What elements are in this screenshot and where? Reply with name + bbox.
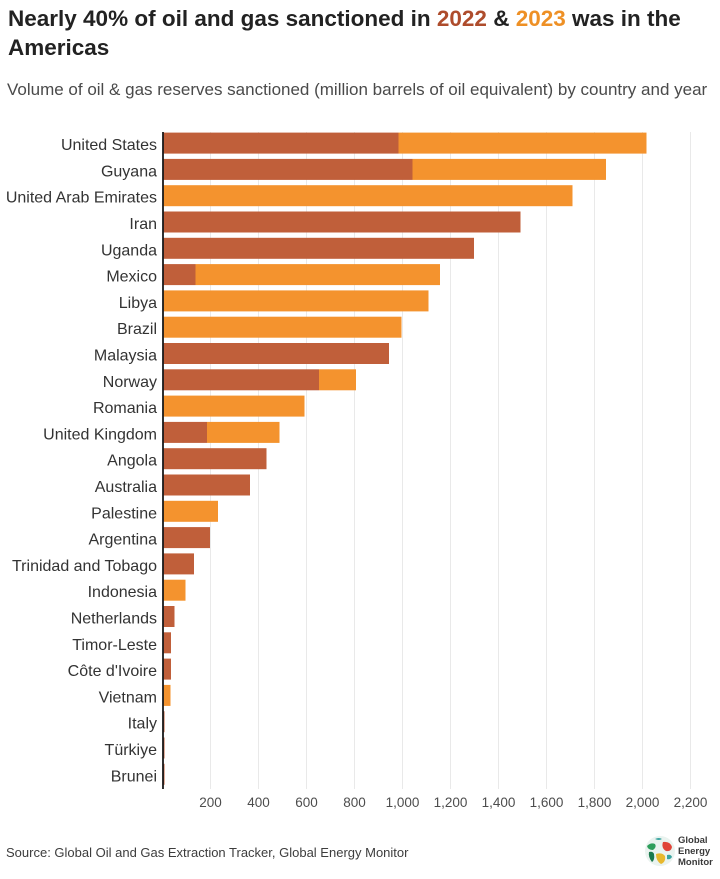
svg-text:Trinidad and Tobago: Trinidad and Tobago (12, 558, 157, 575)
svg-text:1,800: 1,800 (578, 795, 612, 810)
svg-text:400: 400 (247, 795, 270, 810)
svg-text:United Arab Emirates: United Arab Emirates (6, 190, 157, 207)
svg-text:Guyana: Guyana (101, 163, 157, 180)
svg-text:Argentina: Argentina (89, 532, 158, 549)
svg-text:Brunei: Brunei (111, 768, 157, 785)
svg-text:2,000: 2,000 (626, 795, 660, 810)
svg-text:Norway: Norway (103, 374, 157, 391)
svg-text:Italy: Italy (128, 716, 157, 733)
svg-text:Angola: Angola (107, 453, 157, 470)
svg-text:1,000: 1,000 (386, 795, 420, 810)
svg-text:United Kingdom: United Kingdom (43, 426, 157, 443)
svg-text:Mexico: Mexico (106, 269, 157, 286)
svg-text:Côte d'Ivoire: Côte d'Ivoire (68, 663, 157, 680)
svg-text:Uganda: Uganda (101, 242, 157, 259)
svg-text:Timor-Leste: Timor-Leste (72, 637, 157, 654)
svg-text:Malaysia: Malaysia (94, 348, 157, 365)
svg-text:2,200: 2,200 (674, 795, 708, 810)
svg-text:Türkiye: Türkiye (105, 742, 158, 759)
svg-text:800: 800 (343, 795, 366, 810)
svg-text:Netherlands: Netherlands (71, 611, 157, 628)
svg-text:Libya: Libya (119, 295, 157, 312)
svg-text:Indonesia: Indonesia (88, 584, 157, 601)
svg-text:1,600: 1,600 (530, 795, 564, 810)
svg-text:200: 200 (199, 795, 222, 810)
svg-text:Romania: Romania (93, 400, 157, 417)
svg-text:600: 600 (295, 795, 318, 810)
svg-text:Vietnam: Vietnam (99, 689, 157, 706)
svg-text:Palestine: Palestine (91, 505, 157, 522)
svg-text:United States: United States (61, 137, 157, 154)
svg-text:Australia: Australia (95, 479, 157, 496)
svg-text:Brazil: Brazil (117, 321, 157, 338)
svg-text:1,400: 1,400 (482, 795, 516, 810)
svg-text:Iran: Iran (129, 216, 157, 233)
svg-text:1,200: 1,200 (434, 795, 468, 810)
